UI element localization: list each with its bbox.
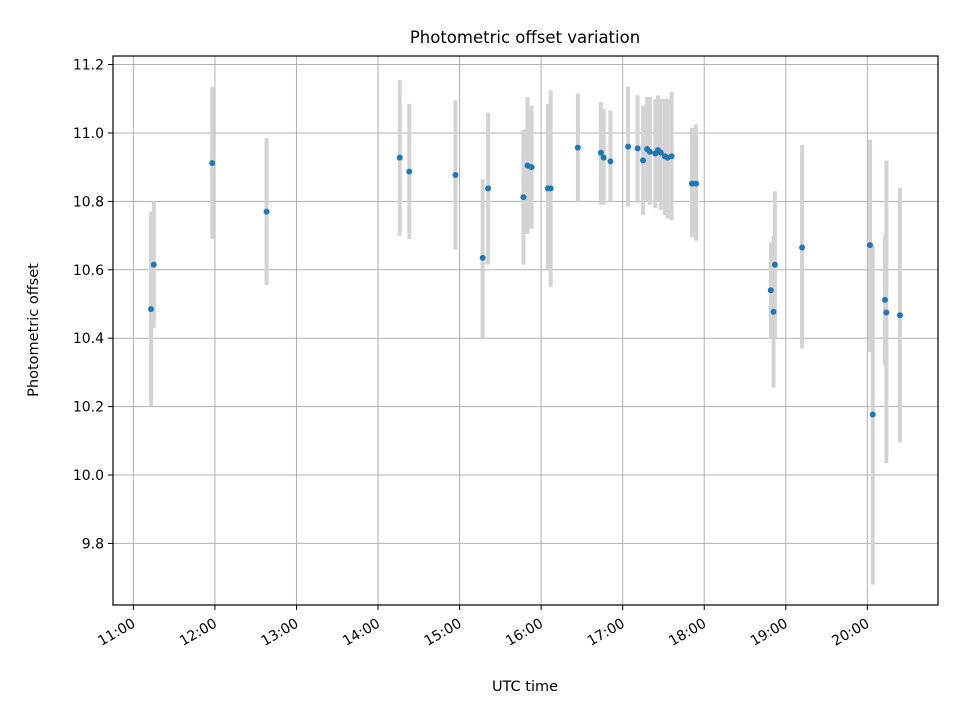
data-point	[646, 148, 653, 155]
data-point	[881, 296, 888, 303]
x-tick-label: 14:00	[340, 616, 383, 650]
data-point	[668, 153, 675, 160]
data-point	[452, 172, 459, 179]
data-point	[396, 154, 403, 161]
data-point	[634, 145, 641, 152]
y-tick-label: 10.0	[73, 468, 104, 484]
y-tick-label: 10.8	[73, 194, 104, 210]
x-tick-label: 16:00	[503, 616, 546, 650]
y-axis: 9.8 10.0 10.2 10.4 10.6 10.8 11.0 11.2	[73, 58, 113, 552]
data-point	[520, 194, 527, 201]
data-point	[607, 158, 614, 165]
data-point	[597, 149, 604, 156]
data-point	[799, 244, 806, 251]
data-point	[657, 149, 664, 156]
y-axis-label: Photometric offset	[26, 263, 42, 397]
x-tick-label: 15:00	[422, 616, 465, 650]
data-point	[479, 254, 486, 261]
data-point	[528, 164, 535, 171]
x-tick-label: 12:00	[177, 616, 220, 650]
y-tick-label: 11.0	[73, 126, 104, 142]
y-tick-label: 10.4	[73, 331, 104, 347]
x-tick-label: 11:00	[95, 616, 138, 650]
data-point	[547, 185, 554, 192]
data-point	[148, 306, 155, 313]
chart-title: Photometric offset variation	[410, 28, 640, 47]
data-point	[600, 154, 607, 161]
y-tick-label: 9.8	[82, 536, 104, 552]
grid	[113, 56, 938, 605]
x-tick-label: 19:00	[748, 616, 791, 650]
errorbars	[149, 79, 902, 585]
data-point	[485, 185, 492, 192]
data-point	[869, 411, 876, 418]
data-point	[574, 144, 581, 151]
data-point	[883, 309, 890, 316]
y-tick-label: 10.2	[73, 400, 104, 416]
x-tick-label: 13:00	[259, 616, 302, 650]
data-point	[263, 208, 270, 215]
x-axis-label: UTC time	[492, 679, 558, 695]
y-tick-label: 11.2	[73, 58, 104, 74]
data-point	[209, 160, 216, 167]
data-point	[693, 180, 700, 187]
data-point	[640, 157, 647, 164]
plot-area-frame	[112, 55, 939, 606]
data-point	[770, 308, 777, 315]
data-point	[767, 287, 774, 294]
y-tick-label: 10.6	[73, 263, 104, 279]
data-point	[771, 261, 778, 268]
data-points	[148, 143, 903, 418]
x-tick-label: 18:00	[666, 616, 709, 650]
x-tick-label: 17:00	[585, 616, 628, 650]
x-tick-label: 20:00	[829, 616, 872, 650]
data-point	[406, 168, 413, 175]
data-point	[896, 312, 903, 319]
x-axis: 11:00 12:00 13:00 14:00 15:00 16:00 17:00 18:00…	[95, 605, 872, 650]
data-point	[150, 261, 157, 268]
data-point	[867, 242, 874, 249]
data-point	[625, 143, 632, 150]
